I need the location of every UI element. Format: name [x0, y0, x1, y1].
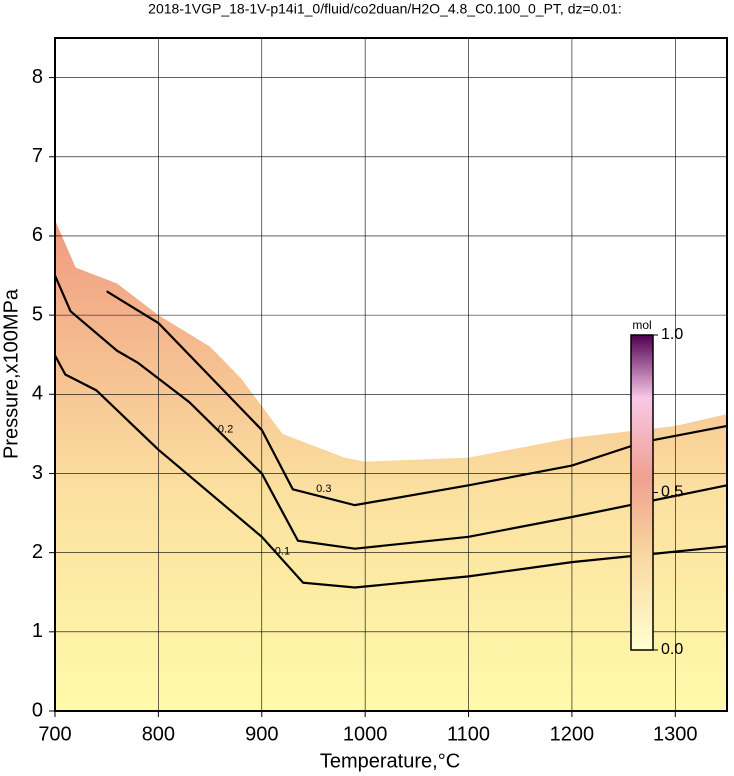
y-tick-label: 0 — [32, 699, 43, 721]
field-region — [55, 220, 727, 711]
contour-line — [53, 275, 728, 550]
axes-layer: 700 800 900 1000 1100 1200 1300 0 1 2 3 4 5 6 7 8 mol 0.0… — [32, 37, 728, 745]
contour-label: 0.3 — [316, 483, 331, 495]
colorbar-tick-label: 0.0 — [661, 641, 683, 658]
x-tick-label: 1200 — [550, 723, 595, 745]
y-axis-label: Pressure,x100MPa — [0, 288, 22, 459]
chart-title: 2018-1VGP_18-1V-p14i1_0/fluid/co2duan/H2… — [148, 1, 622, 17]
field-layer — [55, 220, 727, 711]
y-tick-label: 7 — [32, 145, 43, 167]
contour-line — [106, 290, 728, 507]
x-axis-label: Temperature,°C — [320, 750, 460, 772]
y-tick-label: 3 — [32, 462, 43, 484]
x-tick-label: 1300 — [653, 723, 698, 745]
x-tick-label: 700 — [38, 723, 71, 745]
y-tick-label: 2 — [32, 541, 43, 563]
colorbar-label: mol — [632, 318, 651, 332]
x-tick-label: 900 — [245, 723, 278, 745]
contour-layer: 0.1 0.2 0.3 — [53, 275, 728, 589]
y-tick-label: 1 — [32, 620, 43, 642]
contour-label: 0.2 — [218, 424, 233, 436]
y-tick-label: 6 — [32, 224, 43, 246]
plot-frame — [54, 37, 728, 712]
y-tick-label: 8 — [32, 66, 43, 88]
contour-line — [54, 354, 728, 589]
colorbar — [630, 334, 654, 651]
y-tick-label: 5 — [32, 303, 43, 325]
colorbar-tick-label: 1.0 — [661, 326, 683, 343]
colorbar-tick-label: 0.5 — [661, 484, 683, 501]
x-tick-label: 800 — [142, 723, 175, 745]
x-tick-label: 1100 — [447, 723, 490, 745]
y-tick-label: 4 — [32, 383, 43, 405]
x-tick-label: 1000 — [343, 723, 388, 745]
contour-label: 0.1 — [275, 546, 290, 558]
grid-layer — [54, 38, 727, 712]
